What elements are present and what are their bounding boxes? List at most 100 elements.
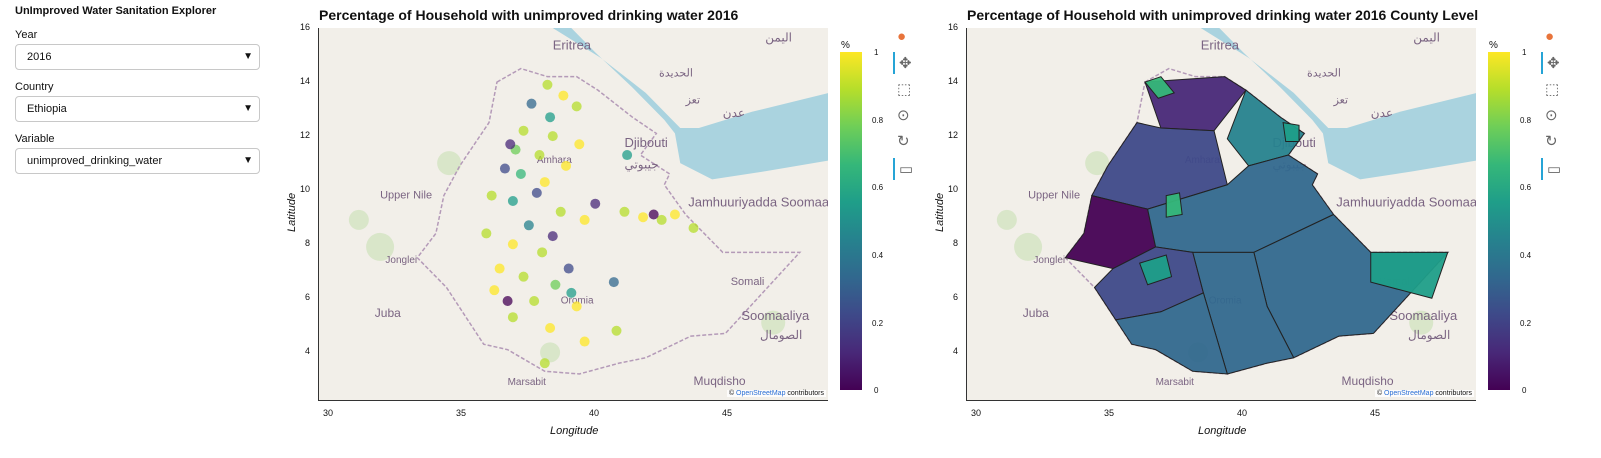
variable-value: unimproved_drinking_water: [27, 155, 163, 167]
box-zoom-icon[interactable]: ⬚: [893, 78, 915, 100]
colorbar-tick: 0.2: [872, 319, 884, 328]
plot-title: Percentage of Household with unimproved …: [319, 7, 739, 23]
map-label: Eritrea: [1201, 38, 1240, 53]
map-label: Soomaaliya: [1389, 308, 1458, 323]
data-point: [531, 187, 542, 198]
y-tick: 16: [299, 22, 310, 32]
country-border: [416, 67, 802, 375]
map-label: اليمن: [765, 31, 792, 45]
reset-icon[interactable]: ↻: [1541, 130, 1563, 152]
data-point: [545, 323, 556, 334]
colorbar-tick: 0.6: [1520, 183, 1532, 192]
data-point: [619, 206, 630, 217]
tool-glyph: ●: [1545, 28, 1555, 45]
colorbar-tick: 0.8: [872, 116, 884, 125]
data-point: [481, 228, 492, 239]
year-value: 2016: [27, 51, 52, 63]
osm-link[interactable]: OpenStreetMap: [736, 390, 786, 397]
country-label: Country: [15, 81, 54, 93]
map-label: Upper Nile: [1028, 189, 1080, 201]
county-region: [1282, 121, 1300, 143]
county-region: [1114, 292, 1228, 375]
map-label: Juba: [375, 306, 401, 320]
bokeh-logo-icon[interactable]: ●: [1541, 26, 1563, 48]
data-point: [547, 231, 558, 242]
map-label: Jamhuuriyadda Soomaaliland: [688, 194, 828, 209]
year-label: Year: [15, 29, 38, 41]
bokeh-logo-icon[interactable]: ●: [893, 26, 915, 48]
park-area: [540, 342, 561, 363]
point-map-plot: Percentage of Household with unimproved …: [282, 0, 902, 458]
data-point: [590, 198, 601, 209]
x-axis-label: Longitude: [550, 425, 599, 437]
country-select[interactable]: Ethiopia ▼: [15, 96, 260, 122]
y-tick: 6: [952, 292, 958, 302]
data-point: [523, 220, 534, 231]
y-tick: 6: [304, 292, 310, 302]
colorbar-tick: 0: [1522, 386, 1527, 395]
hover-icon[interactable]: ▭: [893, 158, 917, 180]
data-point: [518, 271, 529, 282]
data-point: [515, 168, 526, 179]
data-point: [542, 79, 553, 90]
hover-icon[interactable]: ▭: [1541, 158, 1565, 180]
wheel-zoom-icon[interactable]: ⊙: [893, 104, 915, 126]
chevron-down-icon: ▼: [243, 51, 253, 62]
chevron-down-icon: ▼: [243, 155, 253, 166]
box-zoom-icon[interactable]: ⬚: [1541, 78, 1563, 100]
map-label: Jamhuuriyadda Soomaaliland: [1336, 194, 1476, 209]
data-point: [507, 239, 518, 250]
map-label: الصومال: [760, 328, 802, 342]
tool-glyph: ✥: [1547, 55, 1560, 72]
pan-icon[interactable]: ✥: [893, 52, 917, 74]
map-label: عدن: [723, 106, 745, 120]
map-label: Juba: [1023, 306, 1049, 320]
pan-icon[interactable]: ✥: [1541, 52, 1565, 74]
variable-select[interactable]: unimproved_drinking_water ▼: [15, 148, 260, 174]
colorbar: [1488, 52, 1510, 390]
y-tick: 8: [952, 238, 958, 248]
park-area: [1014, 232, 1043, 261]
data-point: [489, 285, 500, 296]
map-label: الحديدة: [659, 68, 693, 80]
tool-glyph: ▭: [899, 161, 914, 178]
park-area: [996, 209, 1017, 230]
colorbar-unit: %: [1489, 40, 1498, 51]
y-axis-label: Latitude: [286, 192, 298, 232]
map-label: Upper Nile: [380, 189, 432, 201]
data-point: [688, 223, 699, 234]
map-label: Amhara: [537, 155, 572, 166]
wheel-zoom-icon[interactable]: ⊙: [1541, 104, 1563, 126]
colorbar-tick: 1: [1522, 48, 1527, 57]
park-area: [437, 151, 462, 176]
map-label: Marsabit: [1156, 377, 1195, 388]
map-attribution: © OpenStreetMap contributors: [726, 390, 826, 397]
x-tick: 40: [588, 408, 599, 418]
y-tick: 10: [299, 184, 310, 194]
map-label: Jonglei: [385, 255, 417, 266]
y-tick: 12: [947, 130, 958, 140]
tool-glyph: ↻: [1545, 133, 1558, 150]
map-label: Marsabit: [508, 377, 547, 388]
map-label: الحديدة: [1307, 68, 1341, 80]
data-point: [502, 295, 513, 306]
y-tick: 14: [299, 76, 310, 86]
x-tick: 35: [455, 408, 466, 418]
osm-link[interactable]: OpenStreetMap: [1384, 390, 1434, 397]
county-map-plot: Percentage of Household with unimproved …: [930, 0, 1550, 458]
tool-glyph: ▭: [1547, 161, 1562, 178]
tool-glyph: ↻: [897, 133, 910, 150]
map-label: تعز: [1333, 95, 1348, 107]
data-point: [526, 98, 537, 109]
map-label: Muqdisho: [1342, 374, 1394, 388]
map-label: Oromia: [561, 296, 594, 307]
map-label: Soomaaliya: [741, 308, 810, 323]
year-select[interactable]: 2016 ▼: [15, 44, 260, 70]
reset-icon[interactable]: ↻: [893, 130, 915, 152]
data-point: [545, 112, 556, 123]
y-tick: 4: [952, 346, 958, 356]
